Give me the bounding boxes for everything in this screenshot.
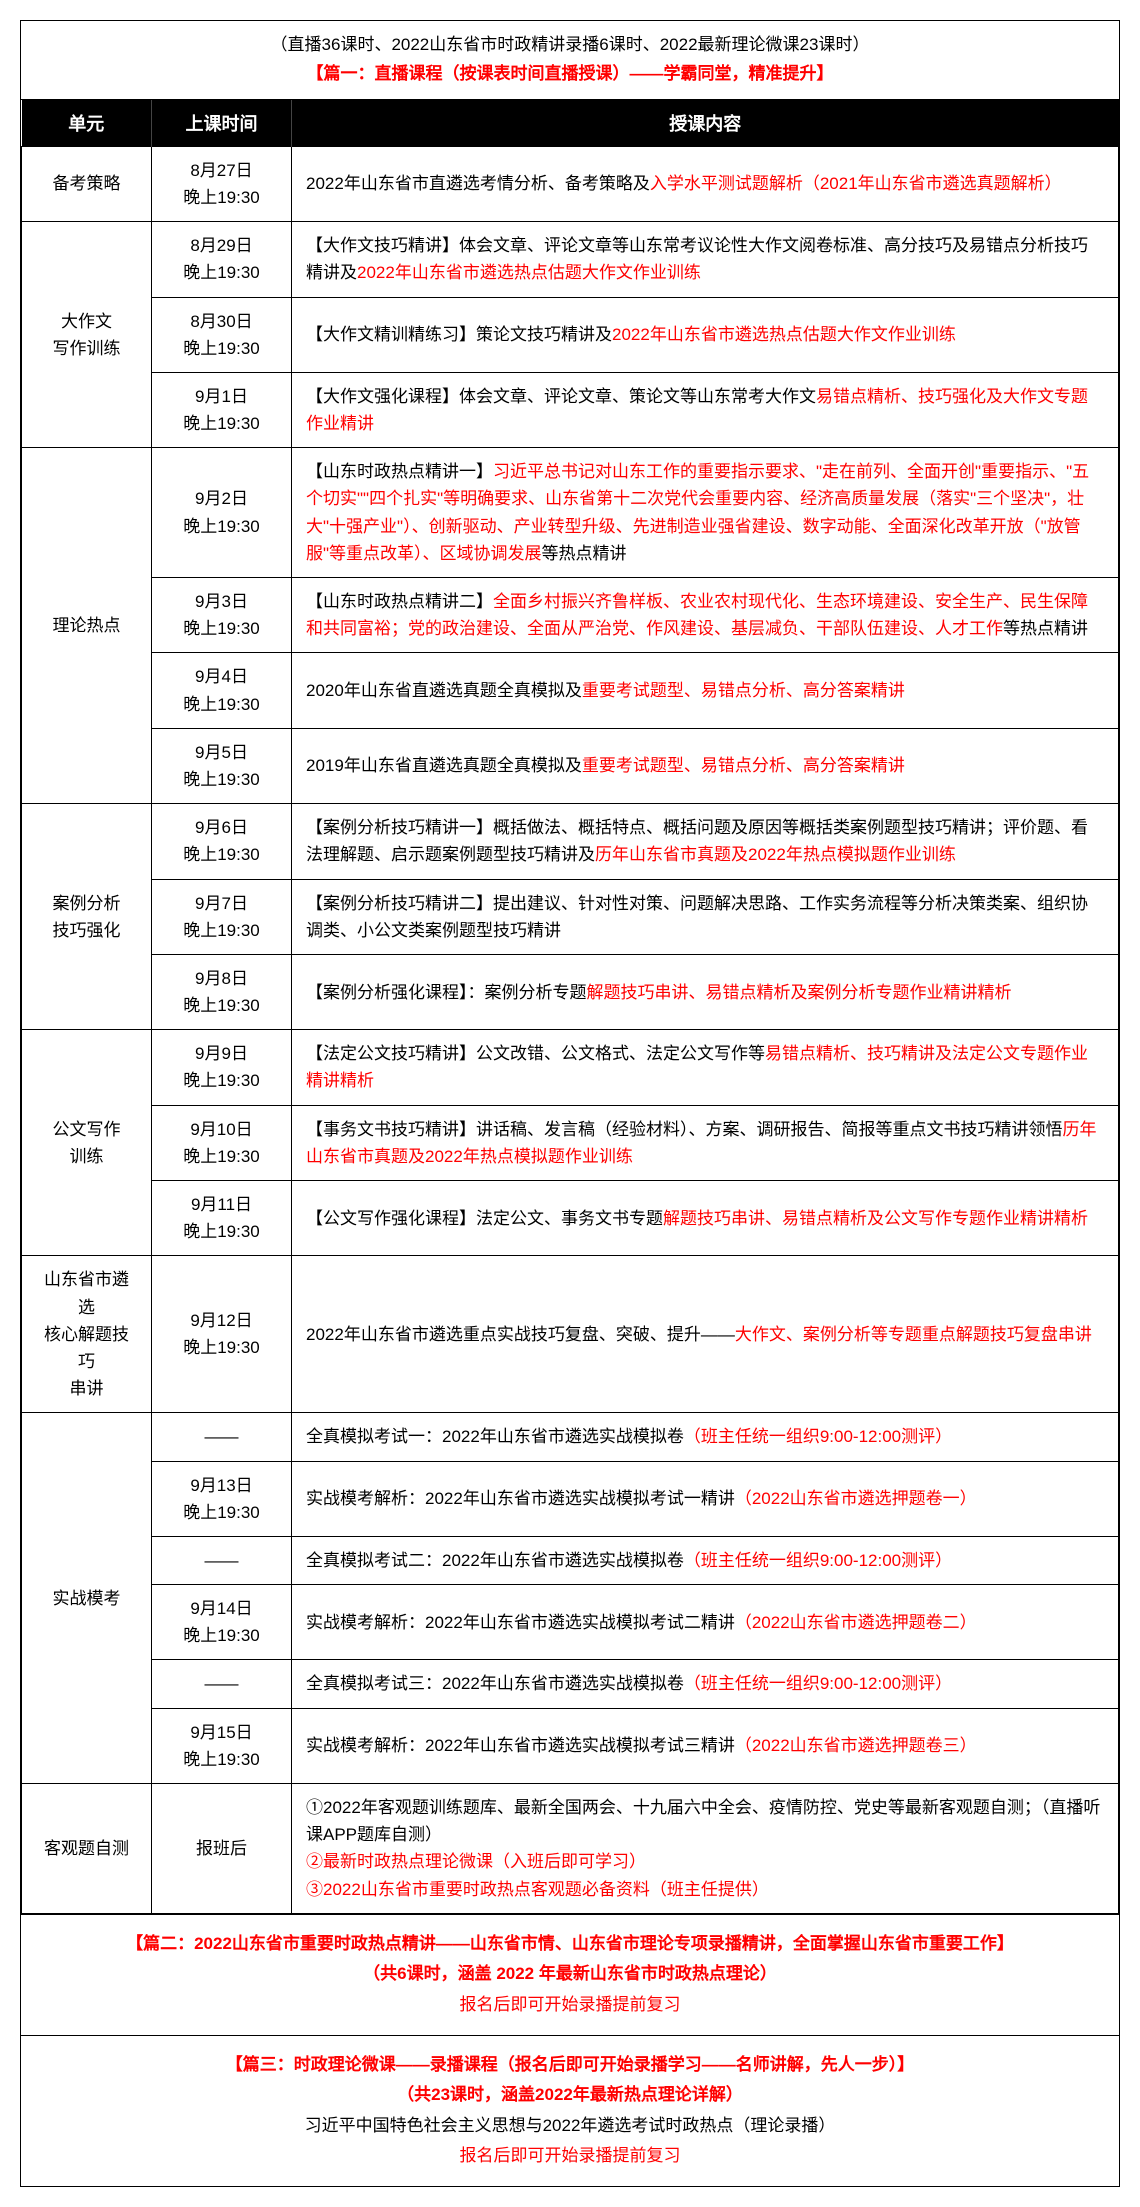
time-cell: 9月8日晚上19:30 <box>152 954 292 1029</box>
content-cell: 【大作文精训精练习】策论文技巧精讲及2022年山东省市遴选热点估题大作文作业训练 <box>292 297 1119 372</box>
footer2-line2: （共6课时，涵盖 2022 年最新山东省市时政热点理论） <box>41 1959 1099 1990</box>
table-row: 山东省市遴选核心解题技巧串讲9月12日晚上19:302022年山东省市遴选重点实… <box>22 1256 1119 1413</box>
time-cell: 8月30日晚上19:30 <box>152 297 292 372</box>
table-row: ——全真模拟考试三：2022年山东省市遴选实战模拟卷（班主任统一组织9:00-1… <box>22 1660 1119 1708</box>
content-cell: 【案例分析强化课程】：案例分析专题解题技巧串讲、易错点精析及案例分析专题作业精讲… <box>292 954 1119 1029</box>
footer3-line2: （共23课时，涵盖2022年最新热点理论详解） <box>41 2080 1099 2111</box>
time-cell: 9月9日晚上19:30 <box>152 1030 292 1105</box>
time-cell: 9月2日晚上19:30 <box>152 448 292 578</box>
unit-cell: 客观题自测 <box>22 1784 152 1914</box>
content-cell: 【山东时政热点精讲二】全面乡村振兴齐鲁样板、农业农村现代化、生态环境建设、安全生… <box>292 578 1119 653</box>
schedule-table: 单元 上课时间 授课内容 备考策略8月27日晚上19:302022年山东省市直遴… <box>21 100 1119 1914</box>
time-cell: 9月15日晚上19:30 <box>152 1708 292 1783</box>
table-row: 9月14日晚上19:30实战模考解析：2022年山东省市遴选实战模拟考试二精讲（… <box>22 1585 1119 1660</box>
time-cell: 9月11日晚上19:30 <box>152 1181 292 1256</box>
content-cell: 2022年山东省市遴选重点实战技巧复盘、突破、提升——大作文、案例分析等专题重点… <box>292 1256 1119 1413</box>
content-cell: 【公文写作强化课程】法定公文、事务文书专题解题技巧串讲、易错点精析及公文写作专题… <box>292 1181 1119 1256</box>
footer3-line1: 【篇三：时政理论微课——录播课程（报名后即可开始录播学习——名师讲解，先人一步）… <box>41 2050 1099 2081</box>
table-row: 实战模考——全真模拟考试一：2022年山东省市遴选实战模拟卷（班主任统一组织9:… <box>22 1413 1119 1461</box>
table-row: 9月1日晚上19:30【大作文强化课程】体会文章、评论文章、策论文等山东常考大作… <box>22 372 1119 447</box>
time-cell: 9月7日晚上19:30 <box>152 879 292 954</box>
time-cell: 报班后 <box>152 1784 292 1914</box>
unit-cell: 备考策略 <box>22 146 152 221</box>
table-row: 9月11日晚上19:30【公文写作强化课程】法定公文、事务文书专题解题技巧串讲、… <box>22 1181 1119 1256</box>
content-cell: 实战模考解析：2022年山东省市遴选实战模拟考试三精讲（2022山东省市遴选押题… <box>292 1708 1119 1783</box>
time-cell: 9月1日晚上19:30 <box>152 372 292 447</box>
time-cell: 9月4日晚上19:30 <box>152 653 292 728</box>
time-cell: 8月29日晚上19:30 <box>152 222 292 297</box>
time-cell: 9月6日晚上19:30 <box>152 804 292 879</box>
time-cell: —— <box>152 1413 292 1461</box>
content-cell: 2019年山东省直遴选真题全真模拟及重要考试题型、易错点分析、高分答案精讲 <box>292 728 1119 803</box>
time-cell: —— <box>152 1536 292 1584</box>
content-cell: 【大作文技巧精讲】体会文章、评论文章等山东常考议论性大作文阅卷标准、高分技巧及易… <box>292 222 1119 297</box>
table-row: 案例分析技巧强化9月6日晚上19:30【案例分析技巧精讲一】概括做法、概括特点、… <box>22 804 1119 879</box>
content-cell: 全真模拟考试一：2022年山东省市遴选实战模拟卷（班主任统一组织9:00-12:… <box>292 1413 1119 1461</box>
unit-cell: 理论热点 <box>22 448 152 804</box>
th-content: 授课内容 <box>292 100 1119 147</box>
table-row: 9月10日晚上19:30【事务文书技巧精讲】讲话稿、发言稿（经验材料）、方案、调… <box>22 1105 1119 1180</box>
footer2-line3: 报名后即可开始录播提前复习 <box>41 1990 1099 2021</box>
content-cell: 2022年山东省市直遴选考情分析、备考策略及入学水平测试题解析（2021年山东省… <box>292 146 1119 221</box>
footer3-line3: 习近平中国特色社会主义思想与2022年遴选考试时政热点（理论录播） <box>41 2111 1099 2142</box>
table-row: ——全真模拟考试二：2022年山东省市遴选实战模拟卷（班主任统一组织9:00-1… <box>22 1536 1119 1584</box>
table-row: 8月30日晚上19:30【大作文精训精练习】策论文技巧精讲及2022年山东省市遴… <box>22 297 1119 372</box>
main-container: （直播36课时、2022山东省市时政精讲录播6课时、2022最新理论微课23课时… <box>20 20 1120 2187</box>
footer2-line1: 【篇二：2022山东省市重要时政热点精讲——山东省市情、山东省市理论专项录播精讲… <box>41 1929 1099 1960</box>
unit-cell: 实战模考 <box>22 1413 152 1784</box>
header-line2: 【篇一：直播课程（按课表时间直播授课）——学霸同堂，精准提升】 <box>41 60 1099 89</box>
time-cell: —— <box>152 1660 292 1708</box>
footer-section-2: 【篇二：2022山东省市重要时政热点精讲——山东省市情、山东省市理论专项录播精讲… <box>21 1914 1119 2035</box>
th-unit: 单元 <box>22 100 152 147</box>
content-cell: 【山东时政热点精讲一】习近平总书记对山东工作的重要指示要求、"走在前列、全面开创… <box>292 448 1119 578</box>
unit-cell: 案例分析技巧强化 <box>22 804 152 1030</box>
unit-cell: 大作文写作训练 <box>22 222 152 448</box>
time-cell: 9月5日晚上19:30 <box>152 728 292 803</box>
time-cell: 9月12日晚上19:30 <box>152 1256 292 1413</box>
table-row: 9月8日晚上19:30【案例分析强化课程】：案例分析专题解题技巧串讲、易错点精析… <box>22 954 1119 1029</box>
header-line1: （直播36课时、2022山东省市时政精讲录播6课时、2022最新理论微课23课时… <box>41 31 1099 60</box>
table-row: 9月5日晚上19:302019年山东省直遴选真题全真模拟及重要考试题型、易错点分… <box>22 728 1119 803</box>
footer3-line4: 报名后即可开始录播提前复习 <box>41 2141 1099 2172</box>
top-header: （直播36课时、2022山东省市时政精讲录播6课时、2022最新理论微课23课时… <box>21 21 1119 100</box>
content-cell: 2020年山东省直遴选真题全真模拟及重要考试题型、易错点分析、高分答案精讲 <box>292 653 1119 728</box>
table-header-row: 单元 上课时间 授课内容 <box>22 100 1119 147</box>
table-row: 公文写作训练9月9日晚上19:30【法定公文技巧精讲】公文改错、公文格式、法定公… <box>22 1030 1119 1105</box>
content-cell: 【事务文书技巧精讲】讲话稿、发言稿（经验材料）、方案、调研报告、简报等重点文书技… <box>292 1105 1119 1180</box>
content-cell: 全真模拟考试二：2022年山东省市遴选实战模拟卷（班主任统一组织9:00-12:… <box>292 1536 1119 1584</box>
footer-section-3: 【篇三：时政理论微课——录播课程（报名后即可开始录播学习——名师讲解，先人一步）… <box>21 2035 1119 2186</box>
content-cell: 【法定公文技巧精讲】公文改错、公文格式、法定公文写作等易错点精析、技巧精讲及法定… <box>292 1030 1119 1105</box>
unit-cell: 山东省市遴选核心解题技巧串讲 <box>22 1256 152 1413</box>
content-cell: 全真模拟考试三：2022年山东省市遴选实战模拟卷（班主任统一组织9:00-12:… <box>292 1660 1119 1708</box>
content-cell: 【案例分析技巧精讲二】提出建议、针对性对策、问题解决思路、工作实务流程等分析决策… <box>292 879 1119 954</box>
content-cell: ①2022年客观题训练题库、最新全国两会、十九届六中全会、疫情防控、党史等最新客… <box>292 1784 1119 1914</box>
table-row: 9月15日晚上19:30实战模考解析：2022年山东省市遴选实战模拟考试三精讲（… <box>22 1708 1119 1783</box>
time-cell: 9月3日晚上19:30 <box>152 578 292 653</box>
table-row: 客观题自测报班后①2022年客观题训练题库、最新全国两会、十九届六中全会、疫情防… <box>22 1784 1119 1914</box>
content-cell: 实战模考解析：2022年山东省市遴选实战模拟考试一精讲（2022山东省市遴选押题… <box>292 1461 1119 1536</box>
table-row: 9月3日晚上19:30【山东时政热点精讲二】全面乡村振兴齐鲁样板、农业农村现代化… <box>22 578 1119 653</box>
table-row: 理论热点9月2日晚上19:30【山东时政热点精讲一】习近平总书记对山东工作的重要… <box>22 448 1119 578</box>
table-row: 大作文写作训练8月29日晚上19:30【大作文技巧精讲】体会文章、评论文章等山东… <box>22 222 1119 297</box>
th-time: 上课时间 <box>152 100 292 147</box>
content-cell: 【大作文强化课程】体会文章、评论文章、策论文等山东常考大作文易错点精析、技巧强化… <box>292 372 1119 447</box>
time-cell: 9月14日晚上19:30 <box>152 1585 292 1660</box>
table-row: 9月13日晚上19:30实战模考解析：2022年山东省市遴选实战模拟考试一精讲（… <box>22 1461 1119 1536</box>
unit-cell: 公文写作训练 <box>22 1030 152 1256</box>
content-cell: 【案例分析技巧精讲一】概括做法、概括特点、概括问题及原因等概括类案例题型技巧精讲… <box>292 804 1119 879</box>
content-cell: 实战模考解析：2022年山东省市遴选实战模拟考试二精讲（2022山东省市遴选押题… <box>292 1585 1119 1660</box>
table-row: 9月4日晚上19:302020年山东省直遴选真题全真模拟及重要考试题型、易错点分… <box>22 653 1119 728</box>
time-cell: 8月27日晚上19:30 <box>152 146 292 221</box>
table-row: 9月7日晚上19:30【案例分析技巧精讲二】提出建议、针对性对策、问题解决思路、… <box>22 879 1119 954</box>
table-body: 备考策略8月27日晚上19:302022年山东省市直遴选考情分析、备考策略及入学… <box>22 146 1119 1913</box>
time-cell: 9月13日晚上19:30 <box>152 1461 292 1536</box>
time-cell: 9月10日晚上19:30 <box>152 1105 292 1180</box>
table-row: 备考策略8月27日晚上19:302022年山东省市直遴选考情分析、备考策略及入学… <box>22 146 1119 221</box>
